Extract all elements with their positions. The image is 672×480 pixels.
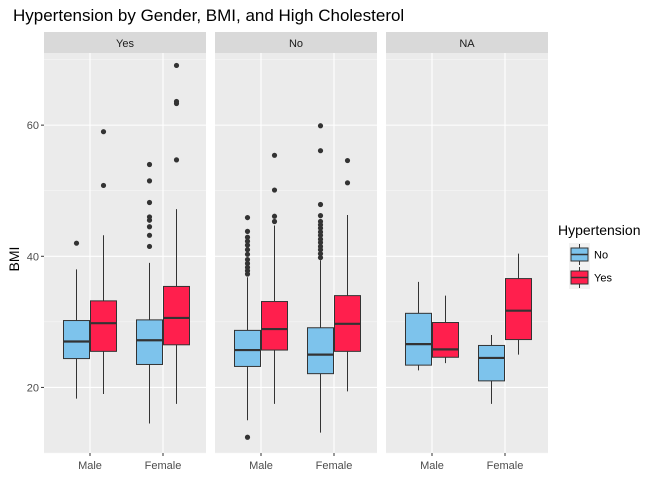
box-iqr	[505, 278, 532, 341]
facet-strip	[44, 32, 206, 53]
outlier-point	[244, 260, 251, 267]
outlier-point	[146, 161, 153, 168]
y-axis-title: BMI	[6, 247, 22, 272]
legend: Hypertension No Yes	[558, 222, 641, 289]
legend-key-yes: Yes	[569, 266, 612, 289]
outlier-point	[317, 148, 324, 154]
box-female-yes	[505, 253, 532, 355]
chart-title: Hypertension by Gender, BMI, and High Ch…	[13, 6, 404, 25]
box-male-yes	[261, 152, 288, 404]
box-iqr	[136, 319, 163, 365]
outlier-point	[146, 224, 153, 230]
x-tick-label: Male	[420, 460, 444, 472]
box-female-no	[136, 161, 163, 424]
outlier-point	[244, 251, 251, 257]
box-iqr	[261, 301, 288, 351]
outlier-point	[317, 254, 324, 261]
facet-strip-label: No	[289, 38, 303, 50]
outlier-point	[271, 218, 278, 225]
outlier-point	[73, 240, 80, 246]
facet-panel-yes: Yes Male Female	[44, 32, 206, 472]
box-male-yes	[90, 129, 117, 394]
panel-background	[44, 53, 206, 453]
outlier-point	[244, 247, 251, 253]
legend-title: Hypertension	[558, 222, 641, 238]
box-iqr	[63, 320, 90, 360]
outlier-point	[146, 214, 153, 220]
box-iqr	[478, 344, 505, 382]
box-male-no	[405, 281, 432, 371]
facet-strip	[215, 32, 377, 53]
outlier-point	[244, 238, 251, 244]
box-male-no	[63, 240, 90, 399]
outlier-point	[244, 228, 251, 234]
outlier-point	[344, 157, 351, 164]
box-iqr	[405, 312, 432, 366]
outlier-point	[317, 229, 324, 235]
y-tick-label: 40	[27, 251, 39, 263]
outlier-point	[146, 243, 153, 250]
box-iqr	[234, 329, 261, 367]
outlier-point	[344, 180, 351, 186]
outlier-point	[317, 201, 324, 208]
x-tick-label: Female	[316, 460, 353, 472]
box-female-yes	[334, 157, 361, 392]
outlier-point	[146, 199, 153, 206]
y-tick-label: 20	[27, 382, 39, 394]
outlier-point	[244, 434, 251, 440]
outlier-point	[244, 234, 251, 240]
outlier-point	[244, 242, 251, 248]
outlier-point	[317, 243, 324, 250]
outlier-point	[271, 152, 278, 158]
outlier-point	[317, 213, 324, 219]
box-female-no	[478, 334, 505, 404]
box-male-yes	[432, 295, 459, 364]
panel-background	[215, 53, 377, 453]
box-female-yes	[163, 62, 190, 404]
x-tick-label: Female	[487, 460, 524, 472]
outlier-point	[173, 62, 180, 69]
facet-strip	[386, 32, 548, 53]
outlier-point	[100, 182, 107, 189]
facet-panels: Yes Male Female No Male Female NA Male Female	[44, 32, 548, 472]
facet-panel-no: No Male Female	[215, 32, 377, 472]
outlier-point	[271, 187, 278, 193]
facet-strip-label: Yes	[116, 38, 134, 50]
x-tick-label: Female	[145, 460, 182, 472]
box-female-no	[307, 123, 334, 433]
facet-strip-label: NA	[459, 38, 475, 50]
outlier-point	[271, 213, 278, 219]
box-male-no	[234, 214, 261, 440]
outlier-point	[146, 178, 153, 184]
box-iqr	[90, 300, 117, 352]
outlier-point	[317, 236, 324, 242]
box-iqr	[432, 322, 459, 358]
outlier-point	[317, 123, 324, 129]
outlier-point	[173, 98, 180, 105]
panel-background	[386, 53, 548, 453]
outlier-point	[317, 218, 324, 225]
y-axis: 20 40 60	[27, 120, 44, 394]
legend-label: Yes	[594, 273, 612, 285]
outlier-point	[146, 232, 153, 238]
box-iqr	[307, 327, 334, 375]
outlier-point	[317, 251, 324, 257]
outlier-point	[100, 129, 107, 135]
outlier-point	[244, 256, 251, 263]
outlier-point	[173, 157, 180, 163]
x-tick-label: Male	[249, 460, 273, 472]
outlier-point	[244, 214, 251, 221]
facet-panel-na: NA Male Female	[386, 32, 548, 472]
y-tick-label: 60	[27, 120, 39, 132]
x-tick-label: Male	[78, 460, 102, 472]
legend-label: No	[594, 250, 608, 262]
outlier-point	[244, 264, 251, 271]
box-iqr	[163, 285, 190, 346]
legend-key-no: No	[569, 243, 608, 266]
